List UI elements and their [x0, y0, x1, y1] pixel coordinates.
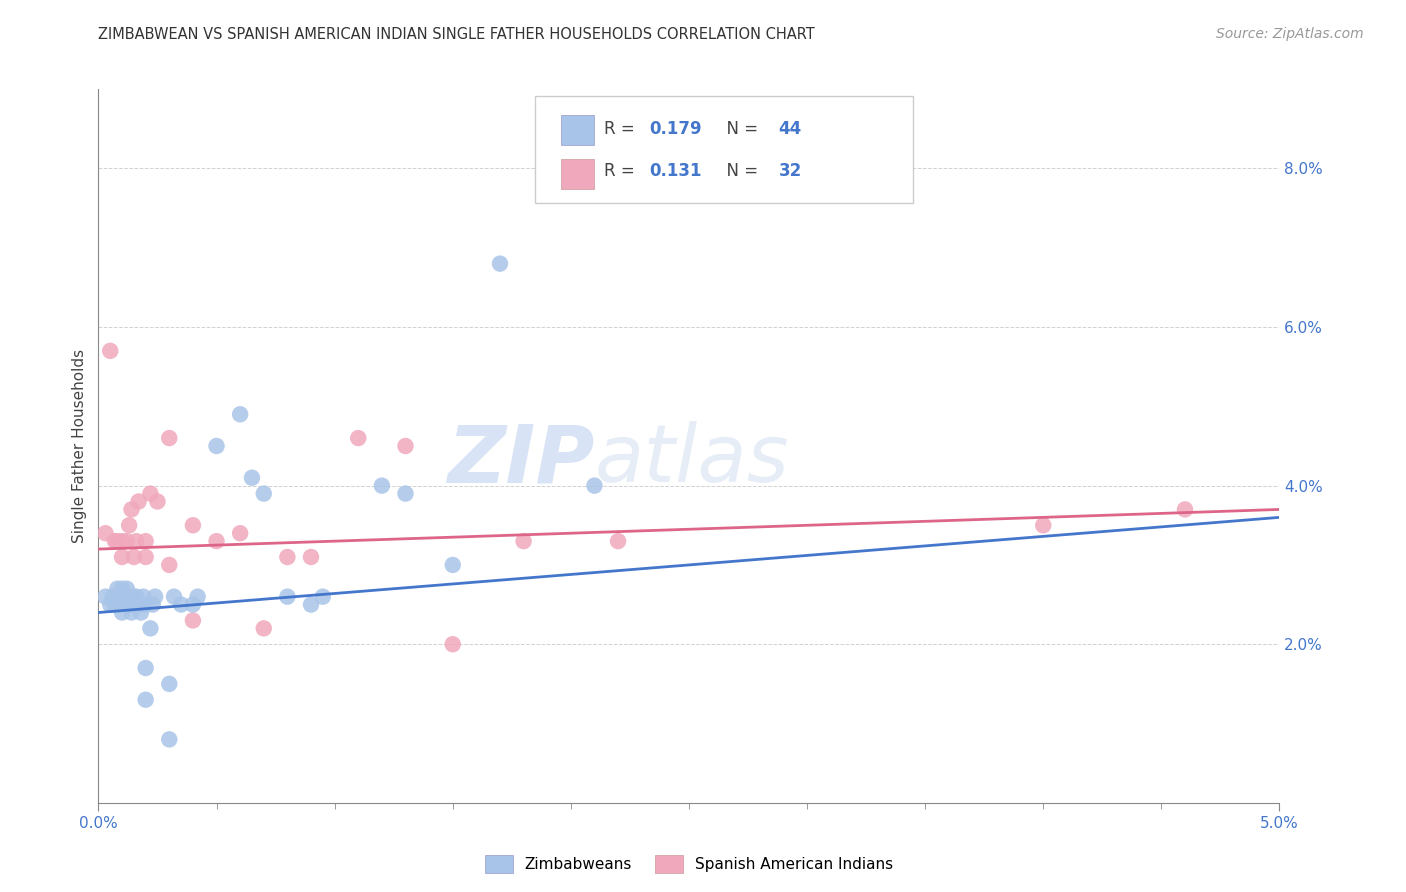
Point — [146, 494, 169, 508]
Text: 0.131: 0.131 — [648, 162, 702, 180]
Point — [108, 590, 131, 604]
Point — [111, 549, 134, 564]
Point — [135, 661, 157, 675]
Point — [1174, 502, 1197, 516]
Point — [441, 558, 464, 572]
Point — [142, 598, 165, 612]
Legend: Zimbabweans, Spanish American Indians: Zimbabweans, Spanish American Indians — [478, 847, 900, 880]
Point — [121, 606, 143, 620]
Point — [371, 478, 394, 492]
Point — [105, 582, 128, 596]
Point — [115, 534, 138, 549]
Point — [135, 598, 157, 612]
Point — [181, 518, 204, 533]
Point — [276, 549, 298, 564]
Point — [104, 598, 127, 612]
Point — [135, 692, 157, 706]
Text: ZIMBABWEAN VS SPANISH AMERICAN INDIAN SINGLE FATHER HOUSEHOLDS CORRELATION CHART: ZIMBABWEAN VS SPANISH AMERICAN INDIAN SI… — [98, 27, 815, 42]
Point — [253, 621, 276, 635]
Point — [157, 732, 180, 747]
Point — [118, 598, 141, 612]
Point — [101, 590, 124, 604]
Point — [276, 590, 298, 604]
Point — [125, 590, 148, 604]
Text: N =: N = — [716, 162, 763, 180]
Point — [125, 534, 148, 549]
Point — [111, 582, 134, 596]
Point — [128, 598, 150, 612]
Point — [128, 494, 150, 508]
Point — [157, 677, 180, 691]
Point — [111, 590, 134, 604]
Text: atlas: atlas — [595, 421, 789, 500]
Point — [125, 598, 148, 612]
Point — [115, 582, 138, 596]
Point — [143, 590, 166, 604]
FancyBboxPatch shape — [536, 96, 914, 203]
Point — [394, 486, 416, 500]
Point — [139, 621, 162, 635]
Point — [105, 534, 128, 549]
Point — [229, 526, 252, 541]
Y-axis label: Single Father Households: Single Father Households — [72, 349, 87, 543]
Point — [253, 486, 276, 500]
Point — [181, 614, 204, 628]
Point — [312, 590, 335, 604]
Point — [607, 534, 630, 549]
Bar — [561, 115, 595, 145]
Point — [111, 534, 134, 549]
Point — [181, 598, 204, 612]
Point — [229, 407, 252, 421]
Point — [118, 518, 141, 533]
Point — [122, 590, 145, 604]
Text: ZIP: ZIP — [447, 421, 595, 500]
Text: R =: R = — [605, 120, 640, 137]
Text: 44: 44 — [779, 120, 801, 137]
Point — [139, 486, 162, 500]
Text: Source: ZipAtlas.com: Source: ZipAtlas.com — [1216, 27, 1364, 41]
Text: 32: 32 — [779, 162, 801, 180]
Point — [132, 590, 155, 604]
Text: N =: N = — [716, 120, 763, 137]
Point — [122, 549, 145, 564]
Point — [205, 439, 228, 453]
Text: 0.179: 0.179 — [648, 120, 702, 137]
Point — [240, 471, 263, 485]
Point — [157, 558, 180, 572]
Point — [129, 606, 152, 620]
Point — [205, 534, 228, 549]
Point — [98, 343, 121, 358]
Point — [489, 257, 512, 271]
Point — [111, 606, 134, 620]
Point — [94, 526, 117, 541]
Point — [299, 549, 322, 564]
Point — [170, 598, 193, 612]
Point — [163, 590, 186, 604]
Point — [98, 598, 121, 612]
Point — [104, 534, 127, 549]
Point — [135, 534, 157, 549]
Point — [299, 598, 322, 612]
Point — [347, 431, 370, 445]
Point — [1032, 518, 1054, 533]
Point — [583, 478, 606, 492]
Point — [512, 534, 534, 549]
Point — [105, 598, 128, 612]
Text: R =: R = — [605, 162, 640, 180]
Bar — [561, 159, 595, 189]
Point — [157, 431, 180, 445]
Point — [135, 549, 157, 564]
Point — [115, 598, 138, 612]
Point — [394, 439, 416, 453]
Point — [441, 637, 464, 651]
Point — [94, 590, 117, 604]
Point — [187, 590, 209, 604]
Point — [121, 502, 143, 516]
